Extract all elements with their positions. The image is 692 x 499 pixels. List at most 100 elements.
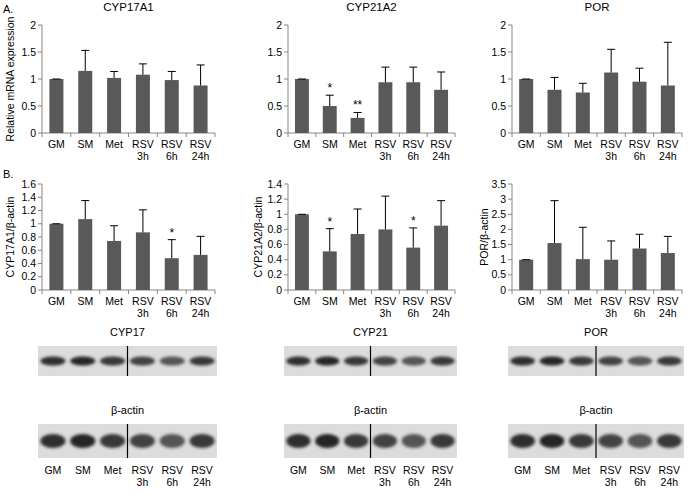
target-band	[286, 357, 310, 366]
category-label-line: RSV	[190, 295, 212, 307]
y-axis-label: Relative mRNA expression	[4, 16, 16, 141]
error-bar	[139, 210, 147, 233]
category-label-line: 3h	[137, 476, 149, 488]
error-bar	[81, 201, 89, 220]
target-band	[373, 357, 397, 366]
y-tick	[38, 184, 42, 185]
error-bar	[81, 50, 89, 71]
error-bar	[52, 79, 60, 80]
y-tick-label: 0	[500, 127, 506, 139]
error-stem	[611, 241, 612, 260]
panel-label: B.	[3, 168, 13, 180]
x-tick	[315, 290, 316, 294]
loading-label: β-actin	[579, 404, 612, 416]
y-tick-label: 0	[500, 284, 506, 296]
category-label: RSV24h	[659, 464, 681, 488]
bar	[295, 79, 309, 133]
y-tick-label: 0.5	[491, 268, 506, 280]
category-label-line: RSV	[600, 138, 622, 150]
category-label-line: 3h	[605, 150, 617, 162]
y-tick	[38, 237, 42, 238]
y-tick	[38, 250, 42, 251]
category-label-line: 6h	[166, 150, 178, 162]
category-label: SM	[322, 138, 338, 150]
y-tick-label: 1.5	[491, 46, 506, 58]
y-tick	[284, 79, 288, 80]
category-label-line: RSV	[374, 464, 396, 476]
error-bar	[197, 65, 205, 86]
bar	[378, 82, 392, 133]
category-label-line: RSV	[659, 464, 681, 476]
bar	[406, 248, 420, 290]
category-label-line: SM	[77, 295, 93, 307]
error-bar	[437, 72, 445, 90]
error-cap	[197, 64, 205, 65]
y-tick	[508, 184, 512, 185]
x-tick	[540, 290, 541, 294]
error-stem	[639, 234, 640, 248]
category-label-line: RSV	[375, 295, 397, 307]
y-tick-label: 0.6	[21, 244, 36, 256]
y-tick	[284, 259, 288, 260]
category-label: RSV24h	[190, 138, 212, 162]
category-label-line: SM	[77, 138, 93, 150]
x-tick	[186, 133, 187, 137]
category-label: RSV6h	[629, 464, 651, 488]
y-tick-label: 2	[276, 19, 282, 31]
bar	[434, 226, 448, 290]
significance: *	[169, 226, 174, 240]
category-label: GM	[44, 464, 61, 476]
category-label-line: 6h	[634, 307, 646, 319]
x-tick	[625, 133, 626, 137]
category-label-line: RSV	[402, 295, 424, 307]
category-label-line: 3h	[379, 476, 391, 488]
category-label: RSV6h	[402, 138, 424, 162]
category-label: Met	[349, 138, 367, 150]
error-bar	[551, 201, 559, 243]
bar	[351, 118, 365, 133]
target-band	[40, 357, 65, 366]
y-tick-label: 1.2	[21, 204, 36, 216]
y-tick-label: 1	[30, 217, 36, 229]
category-label: RSV3h	[374, 464, 396, 488]
actin-band	[598, 434, 623, 448]
category-label-line: Met	[573, 464, 591, 476]
y-tick	[38, 210, 42, 211]
bar	[78, 71, 92, 133]
error-stem	[441, 201, 442, 226]
y-tick	[38, 79, 42, 80]
x-tick	[157, 133, 158, 137]
error-cap	[636, 68, 644, 69]
y-tick-label: 0	[276, 284, 282, 296]
actin-band	[160, 434, 185, 448]
error-bar	[522, 259, 530, 260]
x-tick	[315, 133, 316, 137]
target-band	[130, 357, 155, 366]
y-axis-label: CYP21A2/β-actin	[252, 196, 264, 277]
actin-band	[344, 434, 368, 448]
category-label: RSV3h	[600, 138, 622, 162]
category-label: RSV3h	[132, 295, 154, 319]
error-stem	[413, 67, 414, 82]
plot-area	[49, 201, 207, 290]
y-tick	[38, 197, 42, 198]
y-tick-label: 0	[30, 284, 36, 296]
category-label: GM	[290, 464, 307, 476]
category-label: RSV3h	[600, 464, 622, 488]
category-label: Met	[574, 138, 592, 150]
y-axis	[288, 184, 289, 290]
category-label: GM	[514, 464, 531, 476]
category-label: Met	[105, 138, 123, 150]
actin-band	[40, 434, 65, 448]
error-bar	[664, 42, 672, 85]
y-axis-label: CYP17A1/β-actin	[4, 196, 16, 277]
category-label: Met	[573, 464, 591, 476]
category-label-line: Met	[574, 138, 592, 150]
error-stem	[85, 201, 86, 220]
error-bar	[522, 79, 530, 80]
blot-divider	[370, 346, 371, 376]
y-tick-label: 3	[500, 193, 506, 205]
error-stem	[413, 228, 414, 248]
y-tick-label: 0.5	[267, 100, 282, 112]
category-label-line: SM	[319, 464, 335, 476]
